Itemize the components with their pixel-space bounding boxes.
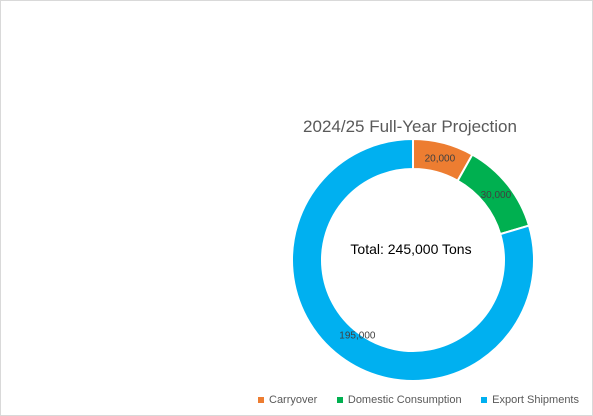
legend-item-export-shipments: Export Shipments xyxy=(481,394,579,406)
data-label-carryover: 20,000 xyxy=(425,153,456,164)
legend-swatch-export-shipments xyxy=(481,397,488,403)
legend-label-domestic-consumption: Domestic Consumption xyxy=(347,394,462,406)
donut-slice-export-shipments xyxy=(291,137,535,382)
chart-title: 2024/25 Full-Year Projection xyxy=(303,117,517,136)
legend: Carryover Domestic Consumption Export Sh… xyxy=(258,394,579,406)
legend-swatch-domestic-consumption xyxy=(336,397,343,403)
center-total-label: Total: 245,000 Tons xyxy=(350,241,472,257)
data-label-domestic-consumption: 30,000 xyxy=(481,190,512,201)
legend-item-carryover: Carryover xyxy=(258,394,317,406)
legend-label-carryover: Carryover xyxy=(269,394,318,406)
data-label-export-shipments: 195,000 xyxy=(339,331,376,342)
legend-item-domestic-consumption: Domestic Consumption xyxy=(336,394,462,406)
legend-label-export-shipments: Export Shipments xyxy=(492,394,579,406)
legend-swatch-carryover xyxy=(258,397,264,403)
